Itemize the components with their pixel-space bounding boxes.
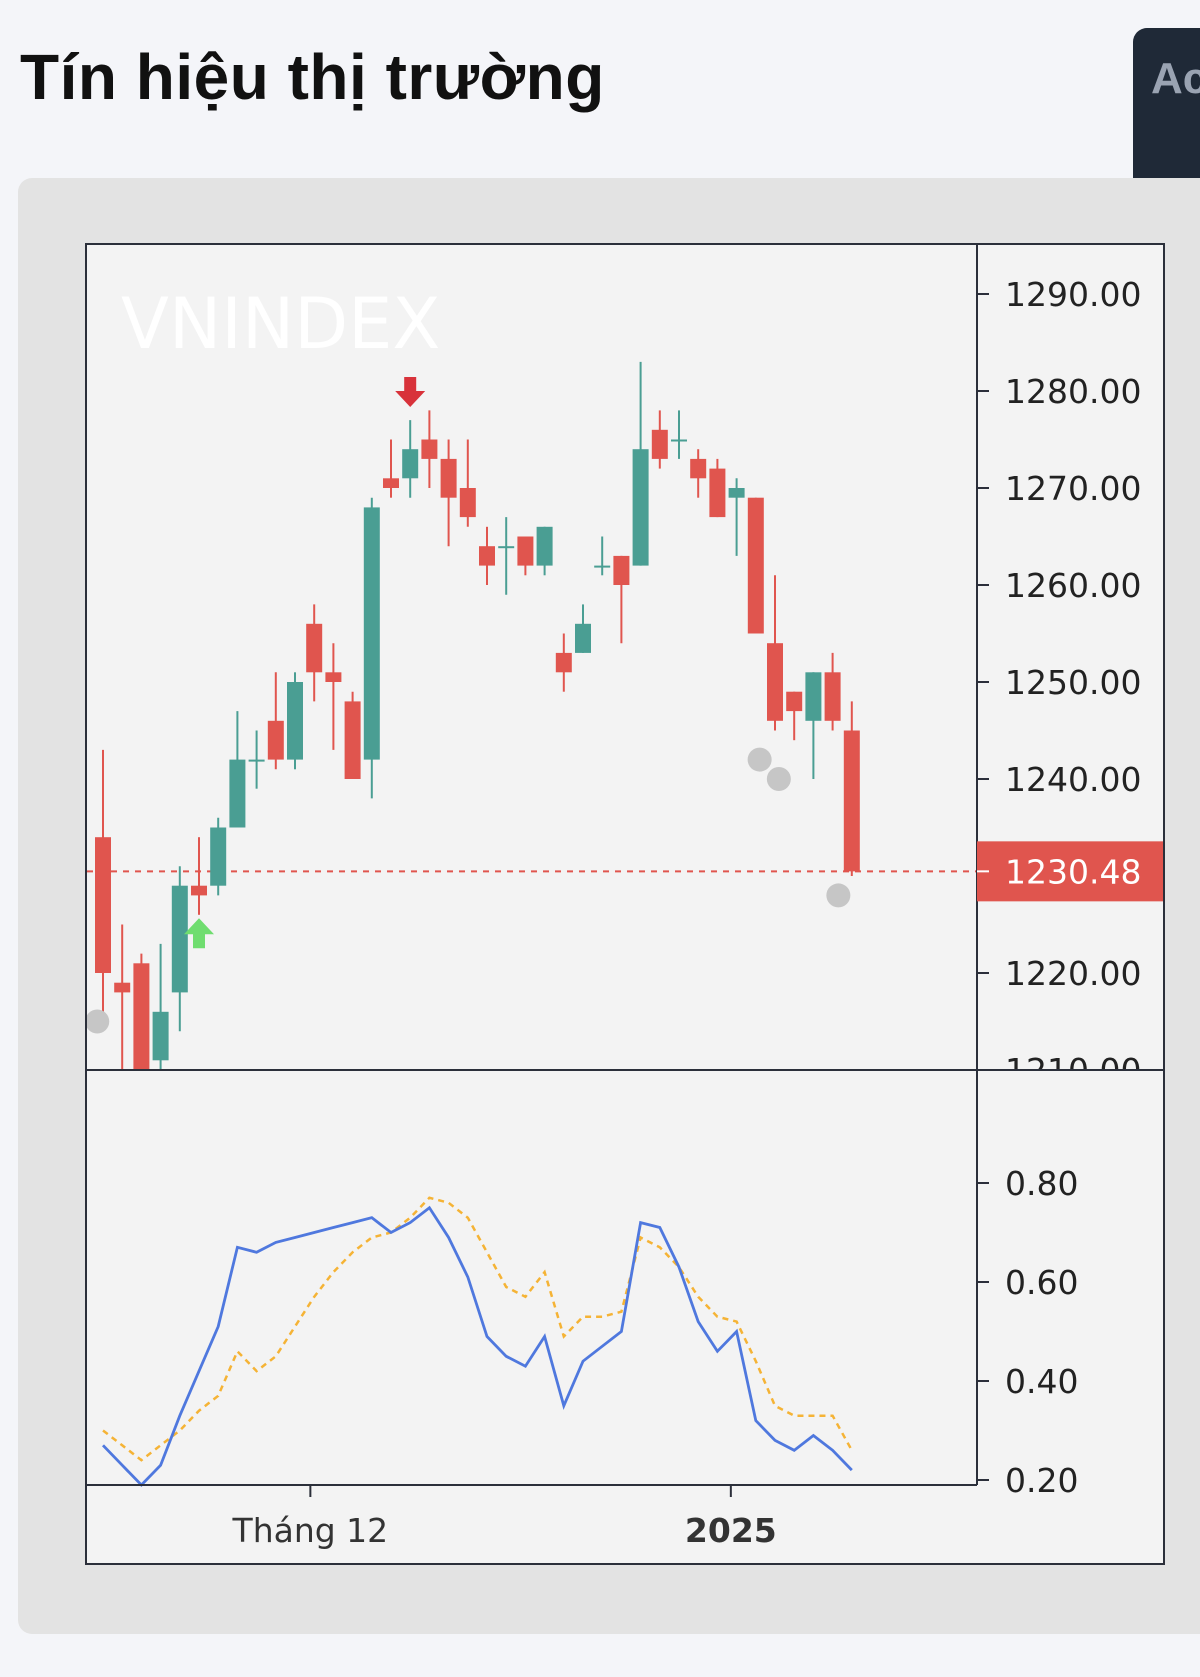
watermark-text: VNINDEX	[121, 283, 440, 365]
candle-body	[248, 759, 265, 762]
sell-signal-arrow	[395, 377, 426, 407]
candle-body	[594, 565, 611, 568]
price-tick-label: 1240.00	[1005, 760, 1141, 799]
marker-dot	[826, 883, 851, 908]
candle-body	[843, 730, 860, 872]
candle-body	[95, 837, 111, 973]
candle-body	[152, 1011, 169, 1061]
candle-body	[191, 885, 207, 896]
chart-frame: VNINDEX 1290.00 1280.00 1270.00 1260.00 1250…	[85, 243, 1165, 1565]
page-title: Tín hiệu thị trường	[20, 41, 605, 113]
last-price-badge	[977, 841, 1163, 902]
marker-dot	[87, 1009, 110, 1034]
candle-body	[325, 672, 342, 682]
marker-dot	[747, 747, 772, 772]
oscillator-fast-line	[101, 1205, 853, 1488]
price-tick-label: 1270.00	[1005, 469, 1141, 508]
candle-body	[728, 488, 745, 498]
buy-signal-arrow	[184, 918, 214, 949]
candle-body	[671, 439, 687, 442]
candle-body	[498, 546, 515, 549]
candle-body	[114, 982, 131, 993]
price-tick-label: 1220.00	[1005, 954, 1141, 993]
candle-body	[402, 449, 419, 479]
candle-body	[747, 497, 764, 634]
vnindex-chart[interactable]: VNINDEX 1290.00 1280.00 1270.00 1260.00 1250…	[87, 245, 1163, 1563]
candle-body	[421, 439, 438, 459]
axis-mask	[979, 1071, 1163, 1131]
candle-body	[171, 885, 188, 993]
candle-body	[306, 623, 323, 673]
marker-dot	[766, 767, 791, 791]
candle-body	[786, 691, 803, 712]
time-tick-label: Tháng 12	[232, 1511, 389, 1550]
osc-tick-label: 0.80	[1005, 1164, 1078, 1203]
candle-body	[824, 672, 841, 721]
oscillator-slow-line	[102, 1196, 853, 1462]
side-action-button[interactable]: Ac	[1133, 28, 1200, 206]
price-tick-label: 1260.00	[1005, 566, 1141, 605]
osc-tick-label: 0.40	[1005, 1362, 1078, 1401]
candle-body	[479, 546, 495, 566]
candle-body	[459, 488, 476, 518]
candle-body	[517, 536, 534, 566]
candle-body	[267, 720, 284, 760]
candle-body	[383, 478, 399, 488]
osc-tick-label: 0.60	[1005, 1263, 1078, 1302]
candle-body	[555, 652, 572, 673]
candle-body	[536, 526, 553, 566]
candle-body	[805, 672, 822, 721]
candle-body	[767, 643, 783, 721]
candle-body	[651, 429, 668, 459]
candle-body	[709, 468, 726, 518]
candle-body	[229, 759, 246, 828]
candle-body	[440, 458, 457, 498]
candle-body	[344, 701, 361, 779]
price-tick-label: 1290.00	[1005, 275, 1141, 314]
candle-body	[575, 623, 591, 653]
price-tick-label: 1250.00	[1005, 663, 1141, 702]
candle-body	[133, 963, 150, 1070]
candle-body	[632, 449, 649, 566]
osc-tick-label: 0.20	[1005, 1461, 1078, 1500]
price-tick-label: 1280.00	[1005, 372, 1141, 411]
candle-body	[210, 827, 227, 886]
candle-body	[613, 555, 630, 585]
candle-body	[690, 458, 707, 479]
candle-body	[363, 507, 380, 760]
candle-body	[287, 682, 303, 760]
last-price-label: 1230.48	[1005, 852, 1141, 891]
time-tick-label: 2025	[685, 1511, 777, 1550]
